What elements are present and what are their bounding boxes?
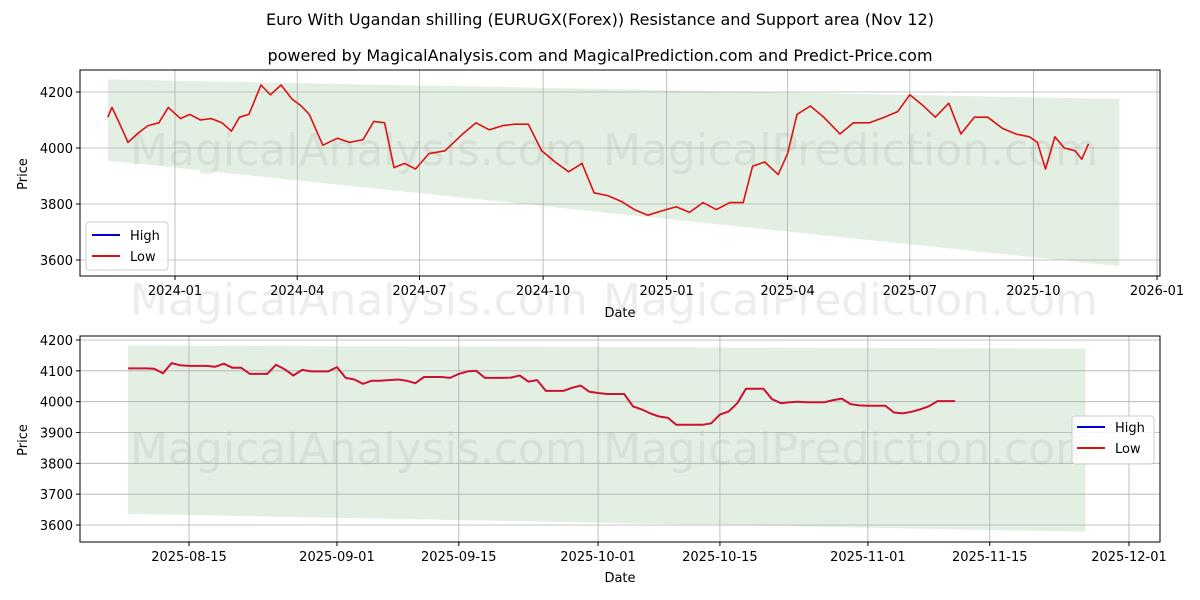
x-tick-label: 2024-10: [516, 284, 570, 299]
watermark: MagicalPrediction.com: [603, 424, 1098, 475]
y-tick-label: 3900: [40, 427, 73, 442]
x-axis-ticks: 2024-01 2024-04 2024-07 2024-10 2025-01 2025-…: [148, 276, 1184, 299]
legend-high-label: High: [1115, 421, 1145, 436]
legend: High Low: [85, 221, 169, 271]
x-tick-label: 2025-10: [1006, 284, 1060, 299]
support-resistance-band: [128, 345, 1086, 532]
plot-frame: [79, 335, 1161, 543]
x-tick-label: 2025-11-15: [952, 550, 1028, 565]
low-series-line: [128, 362, 955, 426]
y-tick-label: 3600: [40, 519, 73, 534]
low-series-line: [107, 84, 1090, 216]
y-tick-label: 4200: [40, 86, 73, 101]
legend-high-label: High: [130, 229, 160, 244]
y-tick-label: 3800: [40, 457, 73, 472]
watermark: MagicalAnalysis.com: [130, 125, 588, 176]
x-tick-label: 2025-07: [883, 284, 937, 299]
y-axis-label: Price: [16, 424, 31, 456]
watermark: MagicalPrediction.com: [603, 125, 1098, 176]
y-tick-label: 4100: [40, 365, 73, 380]
x-axis-ticks: 2025-08-15 2025-09-01 2025-09-15 2025-10-01…: [151, 542, 1167, 565]
watermark: MagicalAnalysis.com: [130, 424, 588, 475]
y-axis-label: Price: [16, 158, 31, 190]
x-tick-label: 2025-09-15: [421, 550, 497, 565]
x-axis-label: Date: [604, 306, 635, 321]
x-tick-label: 2025-12-01: [1091, 550, 1167, 565]
y-tick-label: 4000: [40, 396, 73, 411]
plot-frame: [79, 69, 1161, 277]
x-tick-label: 2024-01: [148, 284, 202, 299]
x-axis-label: Date: [604, 571, 635, 586]
chart-title: Euro With Ugandan shilling (EURUGX(Forex…: [266, 10, 934, 29]
x-tick-label: 2025-08-15: [151, 550, 227, 565]
x-tick-label: 2025-10-01: [560, 550, 636, 565]
top-chart: MagicalAnalysis.com MagicalPrediction.co…: [16, 69, 1184, 326]
y-axis-ticks: 3600 3800 4000 4200: [40, 86, 80, 269]
x-tick-label: 2025-10-15: [682, 550, 758, 565]
x-tick-label: 2025-11-01: [830, 550, 906, 565]
watermark: MagicalPrediction.com: [603, 275, 1098, 326]
x-tick-label: 2025-01: [640, 284, 694, 299]
grid-lines: [80, 70, 1160, 276]
legend-low-label: Low: [1115, 442, 1141, 457]
support-resistance-band: [107, 79, 1120, 267]
y-tick-label: 3800: [40, 198, 73, 213]
y-tick-label: 3600: [40, 254, 73, 269]
y-tick-label: 4000: [40, 142, 73, 157]
watermark: MagicalAnalysis.com: [130, 275, 588, 326]
x-tick-label: 2025-04: [760, 284, 814, 299]
grid-lines: [80, 336, 1160, 542]
chart-subtitle: powered by MagicalAnalysis.com and Magic…: [267, 46, 933, 65]
x-tick-label: 2025-09-01: [299, 550, 375, 565]
y-tick-label: 4200: [40, 334, 73, 349]
legend-low-label: Low: [130, 250, 156, 265]
legend: High Low: [1071, 415, 1155, 465]
y-axis-ticks: 3600 3700 3800 3900 4000 4100 4200: [40, 334, 80, 534]
y-tick-label: 3700: [40, 488, 73, 503]
x-tick-label: 2024-07: [392, 284, 446, 299]
x-tick-label: 2026-01: [1130, 284, 1184, 299]
x-tick-label: 2024-04: [270, 284, 324, 299]
bottom-chart: MagicalAnalysis.com MagicalPrediction.co…: [16, 334, 1167, 586]
